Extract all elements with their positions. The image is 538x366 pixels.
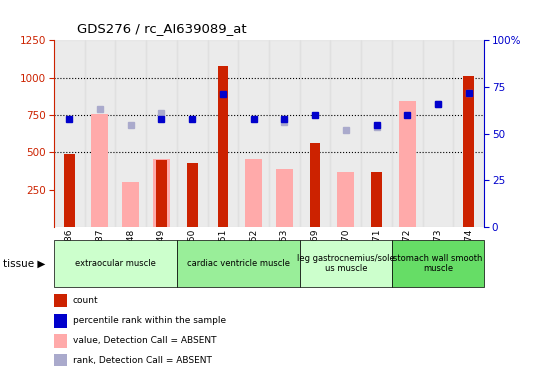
Bar [122,182,139,227]
Bar [361,40,392,227]
Text: rank, Detection Call = ABSENT: rank, Detection Call = ABSENT [73,356,211,365]
Bar [156,160,167,227]
Bar [392,40,423,227]
Bar [423,40,454,227]
Bar [245,159,262,227]
Bar [54,40,84,227]
Text: count: count [73,296,98,305]
Text: extraocular muscle: extraocular muscle [75,259,155,268]
Bar [153,159,170,227]
Bar [337,172,355,227]
Bar [269,40,300,227]
Bar [177,40,208,227]
Bar [115,40,146,227]
Bar [310,143,321,227]
Bar [84,40,115,227]
Bar [276,169,293,227]
Text: cardiac ventricle muscle: cardiac ventricle muscle [187,259,290,268]
Bar [208,40,238,227]
Bar [64,154,75,227]
Text: value, Detection Call = ABSENT: value, Detection Call = ABSENT [73,336,216,345]
Bar [300,40,330,227]
FancyBboxPatch shape [300,240,392,287]
Bar [217,66,228,227]
Bar [91,114,108,227]
Text: GDS276 / rc_AI639089_at: GDS276 / rc_AI639089_at [76,22,246,35]
Text: stomach wall smooth
muscle: stomach wall smooth muscle [393,254,483,273]
Text: tissue ▶: tissue ▶ [3,258,45,269]
Bar [463,76,474,227]
Bar [187,163,197,227]
FancyBboxPatch shape [54,240,177,287]
Bar [146,40,177,227]
Bar [454,40,484,227]
FancyBboxPatch shape [392,240,484,287]
Bar [399,101,416,227]
Bar [371,172,382,227]
Text: leg gastrocnemius/sole
us muscle: leg gastrocnemius/sole us muscle [297,254,395,273]
Text: percentile rank within the sample: percentile rank within the sample [73,316,226,325]
Bar [330,40,361,227]
Bar [238,40,269,227]
FancyBboxPatch shape [177,240,300,287]
